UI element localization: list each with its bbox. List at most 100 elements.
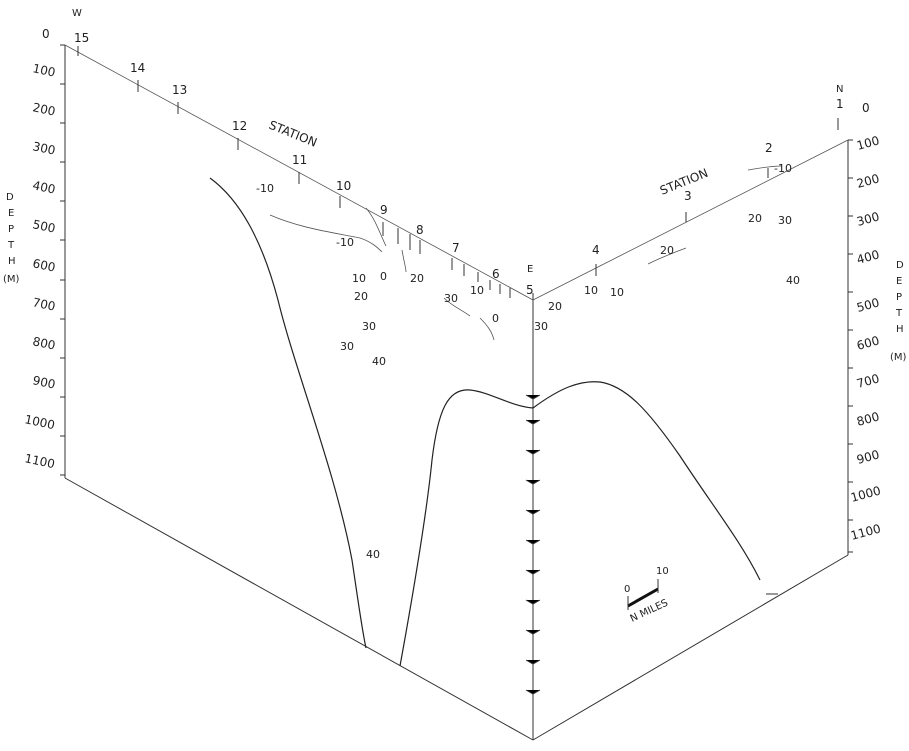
contour-label: 0 — [380, 270, 387, 283]
left-depth-label: 0 — [42, 27, 50, 41]
svg-text:H: H — [8, 256, 16, 267]
left-depth-label: 1100 — [23, 451, 56, 471]
left-depth-label: 400 — [31, 178, 56, 196]
svg-text:T: T — [7, 240, 15, 251]
left-depth-ticks — [60, 44, 65, 476]
right-depth-label: 800 — [855, 409, 881, 428]
svg-text:(M): (M) — [890, 352, 907, 363]
contour-label: 40 — [366, 548, 380, 561]
svg-text:(M): (M) — [3, 274, 20, 285]
right-isolines — [532, 165, 783, 595]
left-depth-label: 200 — [31, 100, 56, 118]
contour-label: -10 — [774, 162, 792, 175]
left-depth-label: 300 — [31, 139, 56, 157]
right-depth-label: 700 — [855, 371, 881, 390]
right-depth-label: 100 — [855, 133, 881, 152]
station-label: 1 — [836, 97, 844, 111]
left-depth-label: 900 — [31, 373, 56, 391]
contour-label: 10 — [610, 286, 624, 299]
right-depth-label: 600 — [855, 333, 881, 352]
station-label: 3 — [684, 189, 692, 203]
left-depth-label: 600 — [31, 256, 56, 274]
svg-text:E: E — [8, 208, 14, 219]
left-depth-label: 800 — [31, 334, 56, 352]
left-station-markers — [77, 46, 511, 298]
left-axis-title: D E P T H (M) — [3, 192, 20, 285]
station-label: 4 — [592, 243, 600, 257]
station-label: 13 — [172, 83, 187, 97]
contour-label: 20 — [548, 300, 562, 313]
right-depth-label: 300 — [855, 209, 881, 228]
right-depth-labels: 0 100 200 300 400 500 600 700 800 900 10… — [849, 101, 882, 543]
svg-text:T: T — [895, 308, 903, 319]
corner-depth-ticks — [525, 394, 541, 695]
left-station-labels: 15 14 13 12 11 10 9 8 7 6 5 STATION — [74, 31, 534, 297]
contour-label: 10 — [584, 284, 598, 297]
contour-label: 40 — [786, 274, 800, 287]
contour-label: -10 — [256, 182, 274, 195]
scale-max-label: 10 — [656, 566, 669, 577]
contour-label: 30 — [444, 292, 458, 305]
right-depth-ticks — [848, 139, 853, 553]
contour-label: 30 — [340, 340, 354, 353]
left-depth-label: 700 — [31, 295, 56, 313]
isoline-neg10-left — [269, 214, 383, 253]
north-direction-label: N — [836, 84, 843, 95]
right-depth-label: 200 — [855, 171, 881, 190]
contour-label: 20 — [410, 272, 424, 285]
station-label: 14 — [130, 61, 145, 75]
contour-label: 20 — [748, 212, 762, 225]
left-isolines — [209, 177, 534, 667]
svg-text:D: D — [6, 192, 14, 203]
isoline-20-left — [401, 249, 407, 273]
isoline-0b-left — [479, 317, 495, 341]
left-contour-labels: -10 -10 10 0 20 20 30 30 30 40 10 0 40 — [256, 182, 499, 561]
right-depth-label: 1000 — [849, 483, 882, 504]
contour-label: 30 — [362, 320, 376, 333]
station-label: 15 — [74, 31, 89, 45]
isoline-40-left — [209, 177, 367, 649]
contour-label: 0 — [492, 312, 499, 325]
isoline-deep-core — [399, 389, 534, 667]
left-station-title: STATION — [267, 118, 319, 150]
contour-label: 40 — [372, 355, 386, 368]
left-depth-labels: 0 100 200 300 400 500 600 700 800 900 10… — [23, 27, 56, 471]
station-label: 7 — [452, 241, 460, 255]
station-label: 2 — [765, 141, 773, 155]
contour-label: 20 — [354, 290, 368, 303]
contour-label: 30 — [534, 320, 548, 333]
station-label: 6 — [492, 267, 500, 281]
distance-scale: 0 10 N MILES — [624, 566, 670, 625]
svg-text:H: H — [896, 324, 904, 335]
contour-label: 20 — [660, 244, 674, 257]
station-label: 12 — [232, 119, 247, 133]
svg-text:E: E — [896, 276, 902, 287]
right-depth-label: 400 — [855, 247, 881, 266]
right-axis-title: D E P T H (M) — [890, 260, 907, 363]
right-depth-label: 900 — [855, 447, 881, 466]
contour-label: 10 — [352, 272, 366, 285]
right-depth-label: 0 — [862, 101, 870, 115]
left-bottom-edge — [64, 477, 534, 741]
east-corner-label: E — [527, 264, 533, 275]
svg-text:P: P — [896, 292, 902, 303]
right-bottom-edge — [532, 554, 849, 741]
svg-text:P: P — [8, 224, 14, 235]
scale-bar — [627, 587, 659, 608]
svg-text:D: D — [896, 260, 904, 271]
station-label: 8 — [416, 223, 424, 237]
isoline-deep-right — [532, 381, 761, 581]
right-station-labels: 4 3 2 1 STATION — [592, 97, 844, 257]
scale-min-label: 0 — [624, 584, 630, 595]
left-depth-label: 500 — [31, 217, 56, 235]
station-label: 11 — [292, 153, 307, 167]
right-contour-labels: -10 20 30 10 10 20 30 20 40 — [534, 162, 800, 333]
left-depth-label: 100 — [31, 61, 56, 79]
left-depth-label: 1000 — [23, 412, 56, 432]
isoline-20-right — [647, 247, 687, 265]
station-label: 10 — [336, 179, 351, 193]
isoline-0-left — [365, 207, 387, 247]
station-label: 9 — [380, 203, 388, 217]
